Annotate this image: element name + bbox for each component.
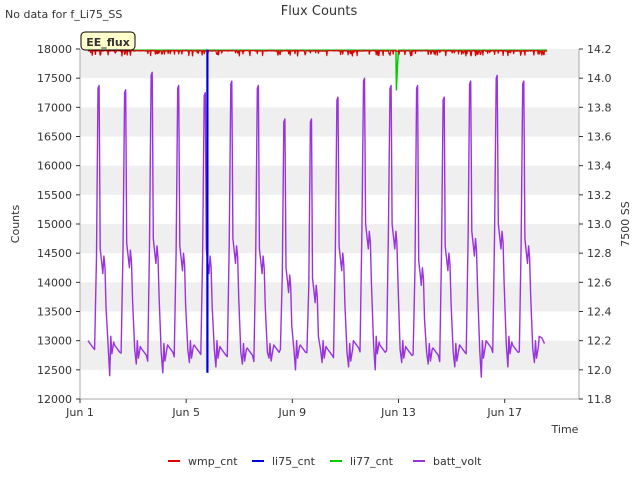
y2-tick-label: 13.0 bbox=[587, 218, 612, 231]
y2-tick-label: 14.2 bbox=[587, 43, 612, 56]
y-tick-label: 15500 bbox=[37, 189, 72, 202]
x-tick-label: Jun 5 bbox=[171, 406, 200, 419]
grid-band bbox=[80, 340, 579, 370]
batt-volt-series bbox=[87, 71, 546, 378]
y2-tick-label: 13.4 bbox=[587, 160, 612, 173]
y-tick-label: 12500 bbox=[37, 364, 72, 377]
x-tick-label: Jun 9 bbox=[277, 406, 306, 419]
y2-tick-label: 13.8 bbox=[587, 101, 612, 114]
legend-label-li75-cnt: li75_cnt bbox=[272, 455, 316, 468]
axes: 12000 12500 13000 13500 14000 14500 15000 15500… bbox=[37, 43, 612, 419]
y-tick-label: 16500 bbox=[37, 131, 72, 144]
x-tick-label: Jun 1 bbox=[65, 406, 94, 419]
y-tick-label: 17000 bbox=[37, 101, 72, 114]
legend: wmp_cnt li75_cnt li77_cnt batt_volt bbox=[168, 455, 482, 468]
grid-band bbox=[80, 224, 579, 254]
y2-tick-label: 12.0 bbox=[587, 364, 612, 377]
plot-series bbox=[87, 49, 548, 378]
y2-tick-label: 12.2 bbox=[587, 335, 612, 348]
y2-tick-label: 13.6 bbox=[587, 131, 612, 144]
grid-band bbox=[80, 282, 579, 312]
y2-tick-label: 12.8 bbox=[587, 247, 612, 260]
y-tick-label: 12000 bbox=[37, 393, 72, 406]
legend-label-batt-volt: batt_volt bbox=[433, 455, 482, 468]
y-tick-label: 14000 bbox=[37, 276, 72, 289]
y2-tick-label: 12.4 bbox=[587, 306, 612, 319]
grid-band bbox=[80, 107, 579, 137]
y2-tick-label: 14.0 bbox=[587, 72, 612, 85]
y-tick-label: 14500 bbox=[37, 247, 72, 260]
y-tick-label: 13000 bbox=[37, 335, 72, 348]
y2-tick-label: 11.8 bbox=[587, 393, 612, 406]
y2-axis-label: 7500 SS bbox=[619, 201, 632, 246]
ee-flux-badge: EE_flux bbox=[80, 31, 136, 51]
legend-label-wmp-cnt: wmp_cnt bbox=[188, 455, 238, 468]
x-axis-label: Time bbox=[551, 423, 579, 436]
plot-background bbox=[80, 49, 579, 399]
chart-title: Flux Counts bbox=[281, 4, 358, 19]
y-tick-label: 15000 bbox=[37, 218, 72, 231]
y-tick-label: 17500 bbox=[37, 72, 72, 85]
y-tick-label: 16000 bbox=[37, 160, 72, 173]
y-axis-label: Counts bbox=[9, 205, 22, 244]
legend-label-li77-cnt: li77_cnt bbox=[350, 455, 394, 468]
ee-flux-label: EE_flux bbox=[86, 36, 130, 49]
wmp-cnt-series bbox=[87, 49, 548, 57]
y2-tick-label: 13.2 bbox=[587, 189, 612, 202]
no-data-note: No data for f_Li75_SS bbox=[5, 8, 122, 21]
y2-tick-label: 12.6 bbox=[587, 276, 612, 289]
x-tick-label: Jun 13 bbox=[380, 406, 416, 419]
grid-band bbox=[80, 165, 579, 195]
grid-band bbox=[80, 49, 579, 79]
y-tick-label: 13500 bbox=[37, 306, 72, 319]
y-tick-label: 18000 bbox=[37, 43, 72, 56]
x-tick-label: Jun 17 bbox=[486, 406, 522, 419]
